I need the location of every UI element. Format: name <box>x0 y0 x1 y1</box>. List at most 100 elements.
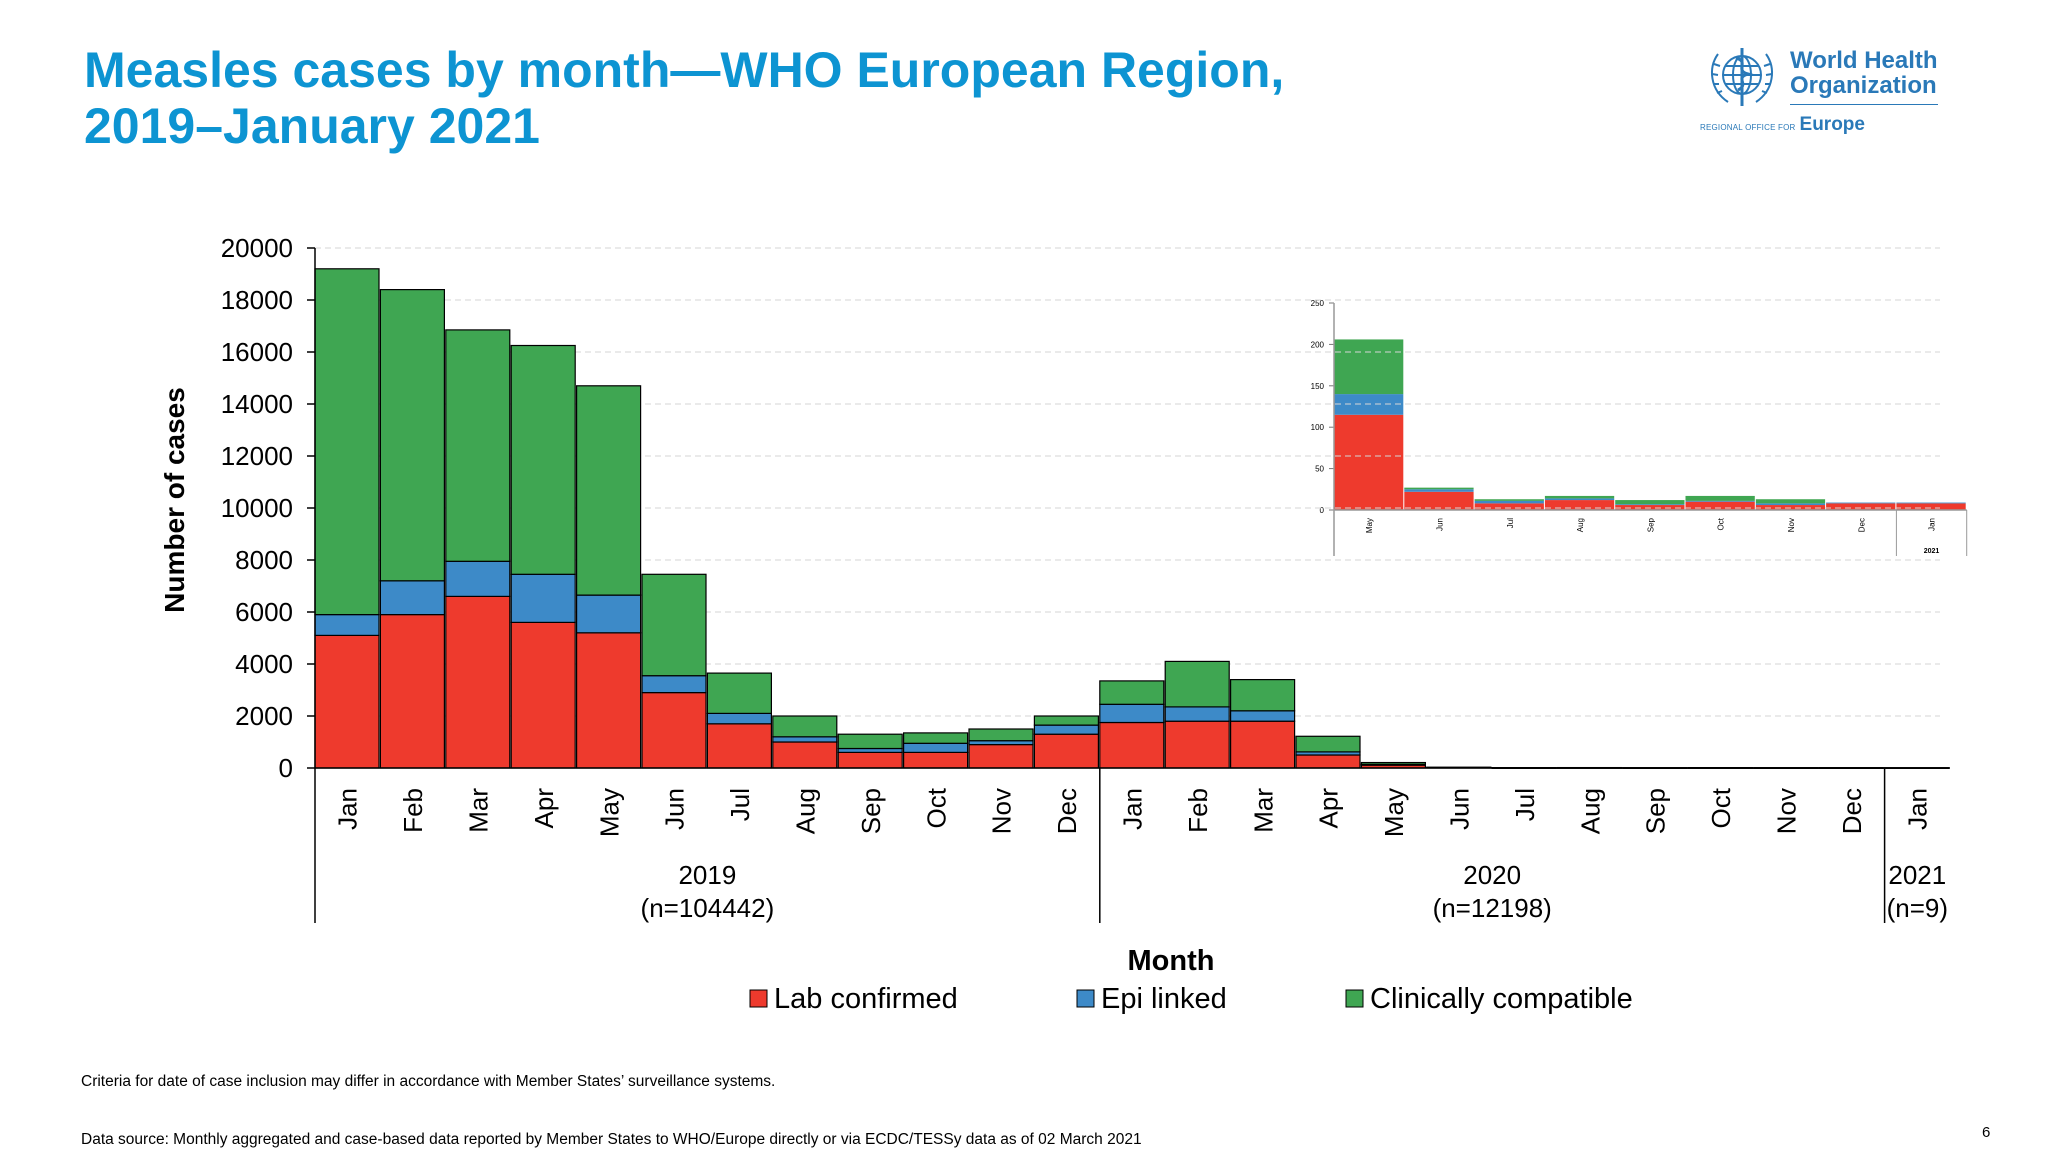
inset-bar-lab-confirmed <box>1896 503 1966 510</box>
x-tick-label: Apr <box>1314 788 1344 829</box>
bar-lab-confirmed <box>772 741 838 769</box>
inset-y-tick-label: 200 <box>1311 340 1325 349</box>
bar-lab-confirmed <box>379 613 445 769</box>
bar-epi-linked <box>1229 710 1296 722</box>
title-line-1: Measles cases by month—WHO European Regi… <box>84 42 1285 98</box>
bar-lab-confirmed <box>1229 720 1296 769</box>
legend-swatch <box>1345 989 1364 1008</box>
x-tick-label: Jul <box>1510 788 1540 821</box>
x-tick-label: Jun <box>1445 788 1475 830</box>
inset-x-tick-label: Jul <box>1506 518 1515 528</box>
inset-bar-epi-linked <box>1896 502 1966 504</box>
bar-lab-confirmed <box>706 723 773 769</box>
inset-x-tick-label: Oct <box>1717 517 1726 530</box>
inset-bar-epi-linked <box>1755 503 1826 506</box>
page-number: 6 <box>1982 1124 1991 1141</box>
bar-epi-linked <box>902 742 969 753</box>
bar-epi-linked <box>379 580 445 616</box>
inset-bar-lab-confirmed <box>1685 501 1755 510</box>
bar-clinically-compatible <box>772 715 838 738</box>
x-tick-label: Apr <box>529 788 559 829</box>
x-tick-label: Jan <box>333 788 363 830</box>
year-label: 2020 <box>1463 860 1521 890</box>
x-tick-label: Sep <box>856 788 886 834</box>
y-tick-label: 6000 <box>235 597 293 627</box>
bar-lab-confirmed <box>1164 720 1230 769</box>
inset-bar-clinically-compatible <box>1685 495 1755 501</box>
x-tick-label: Oct <box>1706 787 1736 828</box>
inset-x-tick-label: Nov <box>1787 518 1796 532</box>
bar-epi-linked <box>510 573 576 623</box>
y-tick-label: 12000 <box>221 441 293 471</box>
y-tick-label: 10000 <box>221 493 293 523</box>
inset-bar-lab-confirmed <box>1334 414 1404 510</box>
bar-lab-confirmed <box>1099 721 1165 769</box>
y-tick-label: 8000 <box>235 545 293 575</box>
year-label: 2021 <box>1888 860 1946 890</box>
inset-bar-clinically-compatible <box>1755 499 1826 504</box>
inset-x-tick-label: May <box>1365 518 1374 533</box>
bar-clinically-compatible <box>1295 735 1361 753</box>
inset-bar-lab-confirmed <box>1404 491 1474 510</box>
x-tick-label: Jan <box>1902 788 1932 830</box>
title-line-2: 2019–January 2021 <box>84 98 540 154</box>
y-tick-label: 20000 <box>221 233 293 263</box>
bar-epi-linked <box>1164 706 1230 722</box>
inset-x-tick-label: Aug <box>1576 518 1585 532</box>
bar-epi-linked <box>445 560 511 597</box>
bar-epi-linked <box>1033 724 1100 735</box>
bar-clinically-compatible <box>1229 678 1296 712</box>
legend-swatch <box>749 989 768 1008</box>
bar-lab-confirmed <box>1295 754 1361 769</box>
bar-clinically-compatible <box>314 268 380 616</box>
year-count-label: (n=12198) <box>1433 893 1552 923</box>
inset-bar-epi-linked <box>1615 504 1685 506</box>
x-tick-label: Sep <box>1641 788 1671 834</box>
bar-lab-confirmed <box>314 634 380 769</box>
inset-bar-lab-confirmed <box>1826 503 1896 510</box>
x-tick-label: Nov <box>987 788 1017 834</box>
bar-lab-confirmed <box>968 743 1034 769</box>
who-emblem-icon <box>1711 48 1773 106</box>
x-tick-label: Dec <box>1052 788 1082 834</box>
bar-lab-confirmed <box>837 751 903 769</box>
bar-clinically-compatible <box>837 733 903 750</box>
inset-bar-epi-linked <box>1685 500 1755 502</box>
bar-lab-confirmed <box>510 621 576 769</box>
bar-lab-confirmed <box>1033 733 1100 769</box>
footer-note: Criteria for date of case inclusion may … <box>81 1073 776 1090</box>
x-tick-label: Jun <box>660 788 690 830</box>
inset-bar-clinically-compatible <box>1474 499 1544 501</box>
footer-source: Data source: Monthly aggregated and case… <box>81 1131 1142 1148</box>
bar-clinically-compatible <box>1033 715 1100 726</box>
bar-clinically-compatible <box>641 573 707 677</box>
inset-y-tick-label: 50 <box>1315 465 1324 474</box>
x-tick-label: Oct <box>921 787 951 828</box>
bar-epi-linked <box>641 675 707 694</box>
bar-clinically-compatible <box>902 732 969 744</box>
y-tick-label: 0 <box>279 753 293 783</box>
year-label: 2019 <box>678 860 736 890</box>
x-tick-label: Dec <box>1837 788 1867 834</box>
x-tick-label: Feb <box>398 788 428 833</box>
y-tick-label: 4000 <box>235 649 293 679</box>
inset-bar-epi-linked <box>1404 489 1474 492</box>
bar-clinically-compatible <box>379 289 445 582</box>
x-tick-label: Feb <box>1183 788 1213 833</box>
who-logo: World Health Organization REGIONAL OFFIC… <box>1700 38 1940 148</box>
y-tick-label: 16000 <box>221 337 293 367</box>
x-tick-label: May <box>1379 788 1409 837</box>
inset-y-tick-label: 250 <box>1311 299 1325 308</box>
inset-x-tick-label: Sep <box>1646 517 1655 532</box>
who-logo-office: REGIONAL OFFICE FOR Europe <box>1700 114 1865 135</box>
x-tick-label: Jul <box>725 788 755 821</box>
inset-bar-clinically-compatible <box>1404 487 1474 490</box>
inset-bar-lab-confirmed <box>1544 500 1615 510</box>
legend-label: Epi linked <box>1101 983 1227 1015</box>
legend-swatch <box>1076 989 1095 1008</box>
x-tick-label: Mar <box>464 788 494 833</box>
bar-clinically-compatible <box>706 672 773 714</box>
inset-x-tick-label: Jan <box>1928 518 1937 531</box>
inset-bar-lab-confirmed <box>1474 503 1544 510</box>
